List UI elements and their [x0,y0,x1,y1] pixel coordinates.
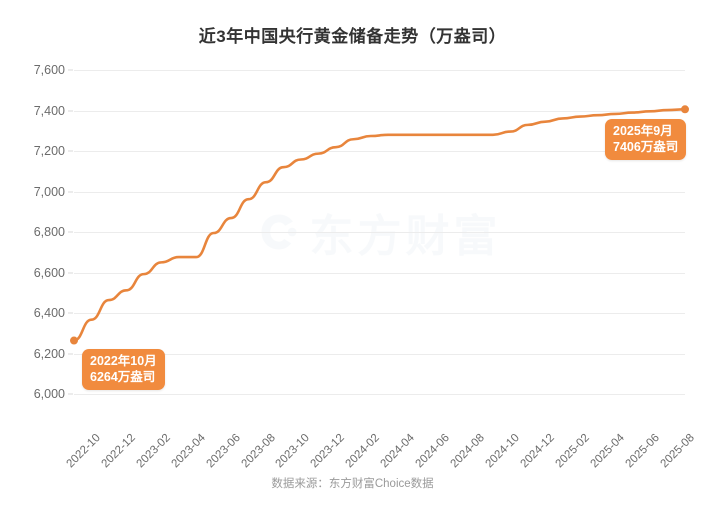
x-axis-tick-label: 2024-10 [483,431,522,471]
x-axis-tick-label: 2025-08 [658,431,697,471]
y-axis-tick-label: 7,200 [33,144,65,158]
plot-area: 东方财富 7,600 7,400 7,200 7,000 6,800 6,600 6,400… [34,63,697,470]
x-axis-tick-label: 2024-12 [518,431,557,471]
x-axis-tick-label: 2023-06 [204,431,243,471]
x-axis-tick-label: 2022-12 [99,431,138,471]
x-axis-tick-label: 2024-04 [378,431,418,471]
x-axis-tick-label: 2023-10 [273,431,313,471]
gridline [74,272,685,274]
x-axis-tick-label: 2023-02 [134,431,173,471]
gridline [74,353,685,355]
chart-title: 近3年中国央行黄金储备走势（万盎司） [198,27,507,46]
x-axis-tick-label: 2025-04 [588,431,627,471]
gridline [74,394,685,395]
gridline [74,110,685,112]
y-axis-tick-mark [68,191,73,192]
data-label-period: 2022年10月 [90,353,157,368]
gridline [74,232,685,233]
y-axis-tick-mark [68,393,73,395]
gridline [74,70,685,71]
line-series [70,105,689,345]
series-endpoint-marker [681,105,689,114]
x-axis-tick-label: 2024-08 [448,431,487,471]
data-label-badge: 2025年9月 7406万盎司 [605,119,687,161]
x-axis-tick-label: 2025-06 [623,431,662,471]
data-label-value: 6264万盎司 [90,369,156,384]
gridline [74,313,685,314]
y-axis-tick-label: 7,400 [33,103,65,118]
source-note: 数据来源：东方财富Choice数据 [271,478,434,490]
x-axis-tick-label: 2024-02 [343,431,383,471]
x-axis-tick-label: 2023-04 [169,431,208,471]
gridline [74,151,685,152]
x-axis-tick-label: 2025-02 [553,431,592,471]
y-axis-tick-mark [68,272,73,273]
gridline [74,191,685,193]
y-axis-tick-mark [68,312,73,314]
y-axis-tick-label: 6,400 [33,306,65,320]
data-label-period: 2025年9月 [613,124,673,139]
y-axis-tick-label: 6,600 [33,265,65,280]
y-axis-tick-mark [68,150,73,152]
series-endpoint-marker [70,336,78,345]
y-axis-tick-label: 7,600 [33,63,65,77]
x-axis-tick-label: 2024-06 [413,431,452,471]
x-axis-tick-label: 2023-12 [308,431,348,471]
series-line [72,107,687,342]
y-axis-tick-mark [68,353,73,354]
data-label-badge: 2022年10月 6264万盎司 [82,348,165,390]
y-axis-tick-mark [68,231,73,233]
x-axis-tick-label: 2022-10 [64,431,103,471]
data-label-value: 7406万盎司 [613,140,679,155]
y-axis-tick-label: 7,000 [33,184,65,199]
y-axis-tick-label: 6,000 [33,387,65,401]
y-axis-tick-label: 6,200 [33,346,65,361]
x-axis-tick-label: 2023-08 [239,431,278,471]
y-axis-tick-mark [68,69,73,71]
y-axis-tick-label: 6,800 [33,225,65,239]
y-axis-tick-mark [68,110,73,111]
